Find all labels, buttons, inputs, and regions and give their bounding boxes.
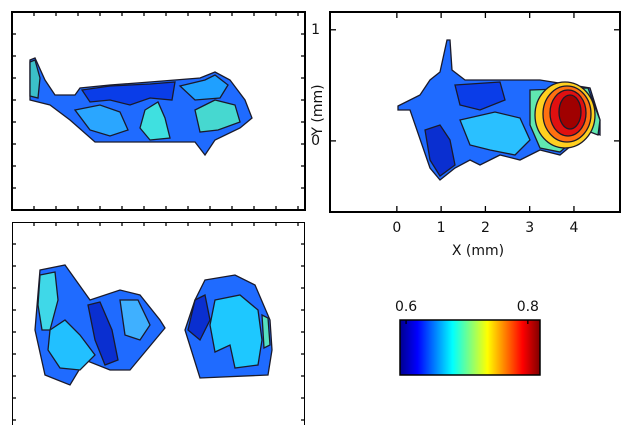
x-tick-label: 4 (569, 220, 578, 236)
contour-region (194, 99, 241, 133)
x-tick-label: 2 (481, 220, 490, 236)
panel-top-right: X (mm) Y (mm) 0 1 2 3 4 0 1 (310, 11, 621, 259)
contour-region (139, 101, 171, 141)
colorbar: 0.6 0.8 (395, 299, 541, 376)
panel-top-left (11, 11, 306, 211)
panel-bottom-left (12, 222, 305, 425)
contour-region (558, 94, 582, 130)
y-tick-label: 1 (311, 22, 320, 38)
contour-region (178, 74, 229, 101)
x-tick-label: 3 (525, 220, 534, 236)
x-axis-label: X (mm) (452, 243, 504, 259)
contour-region (73, 104, 129, 137)
contour-region (87, 301, 119, 366)
y-tick-label: 0 (311, 133, 320, 149)
contour-region (424, 124, 456, 177)
contour-region (261, 313, 271, 350)
colorbar-tick-label: 0.8 (517, 299, 539, 315)
contour-region (47, 319, 96, 371)
contour-region (459, 111, 531, 156)
x-tick-label: 0 (392, 220, 401, 236)
contour-region (80, 81, 176, 106)
contour-region (454, 81, 506, 111)
panel-frame (11, 11, 306, 211)
contour-region (209, 294, 263, 369)
panel-frame (329, 11, 621, 213)
colorbar-tick-label: 0.6 (395, 299, 417, 315)
colorbar-gradient (399, 319, 541, 376)
y-axis-label: Y (mm) (310, 84, 326, 136)
contour-region (187, 294, 211, 342)
x-tick-label: 1 (437, 220, 446, 236)
contour-region (29, 59, 41, 99)
contour-region (119, 299, 151, 341)
